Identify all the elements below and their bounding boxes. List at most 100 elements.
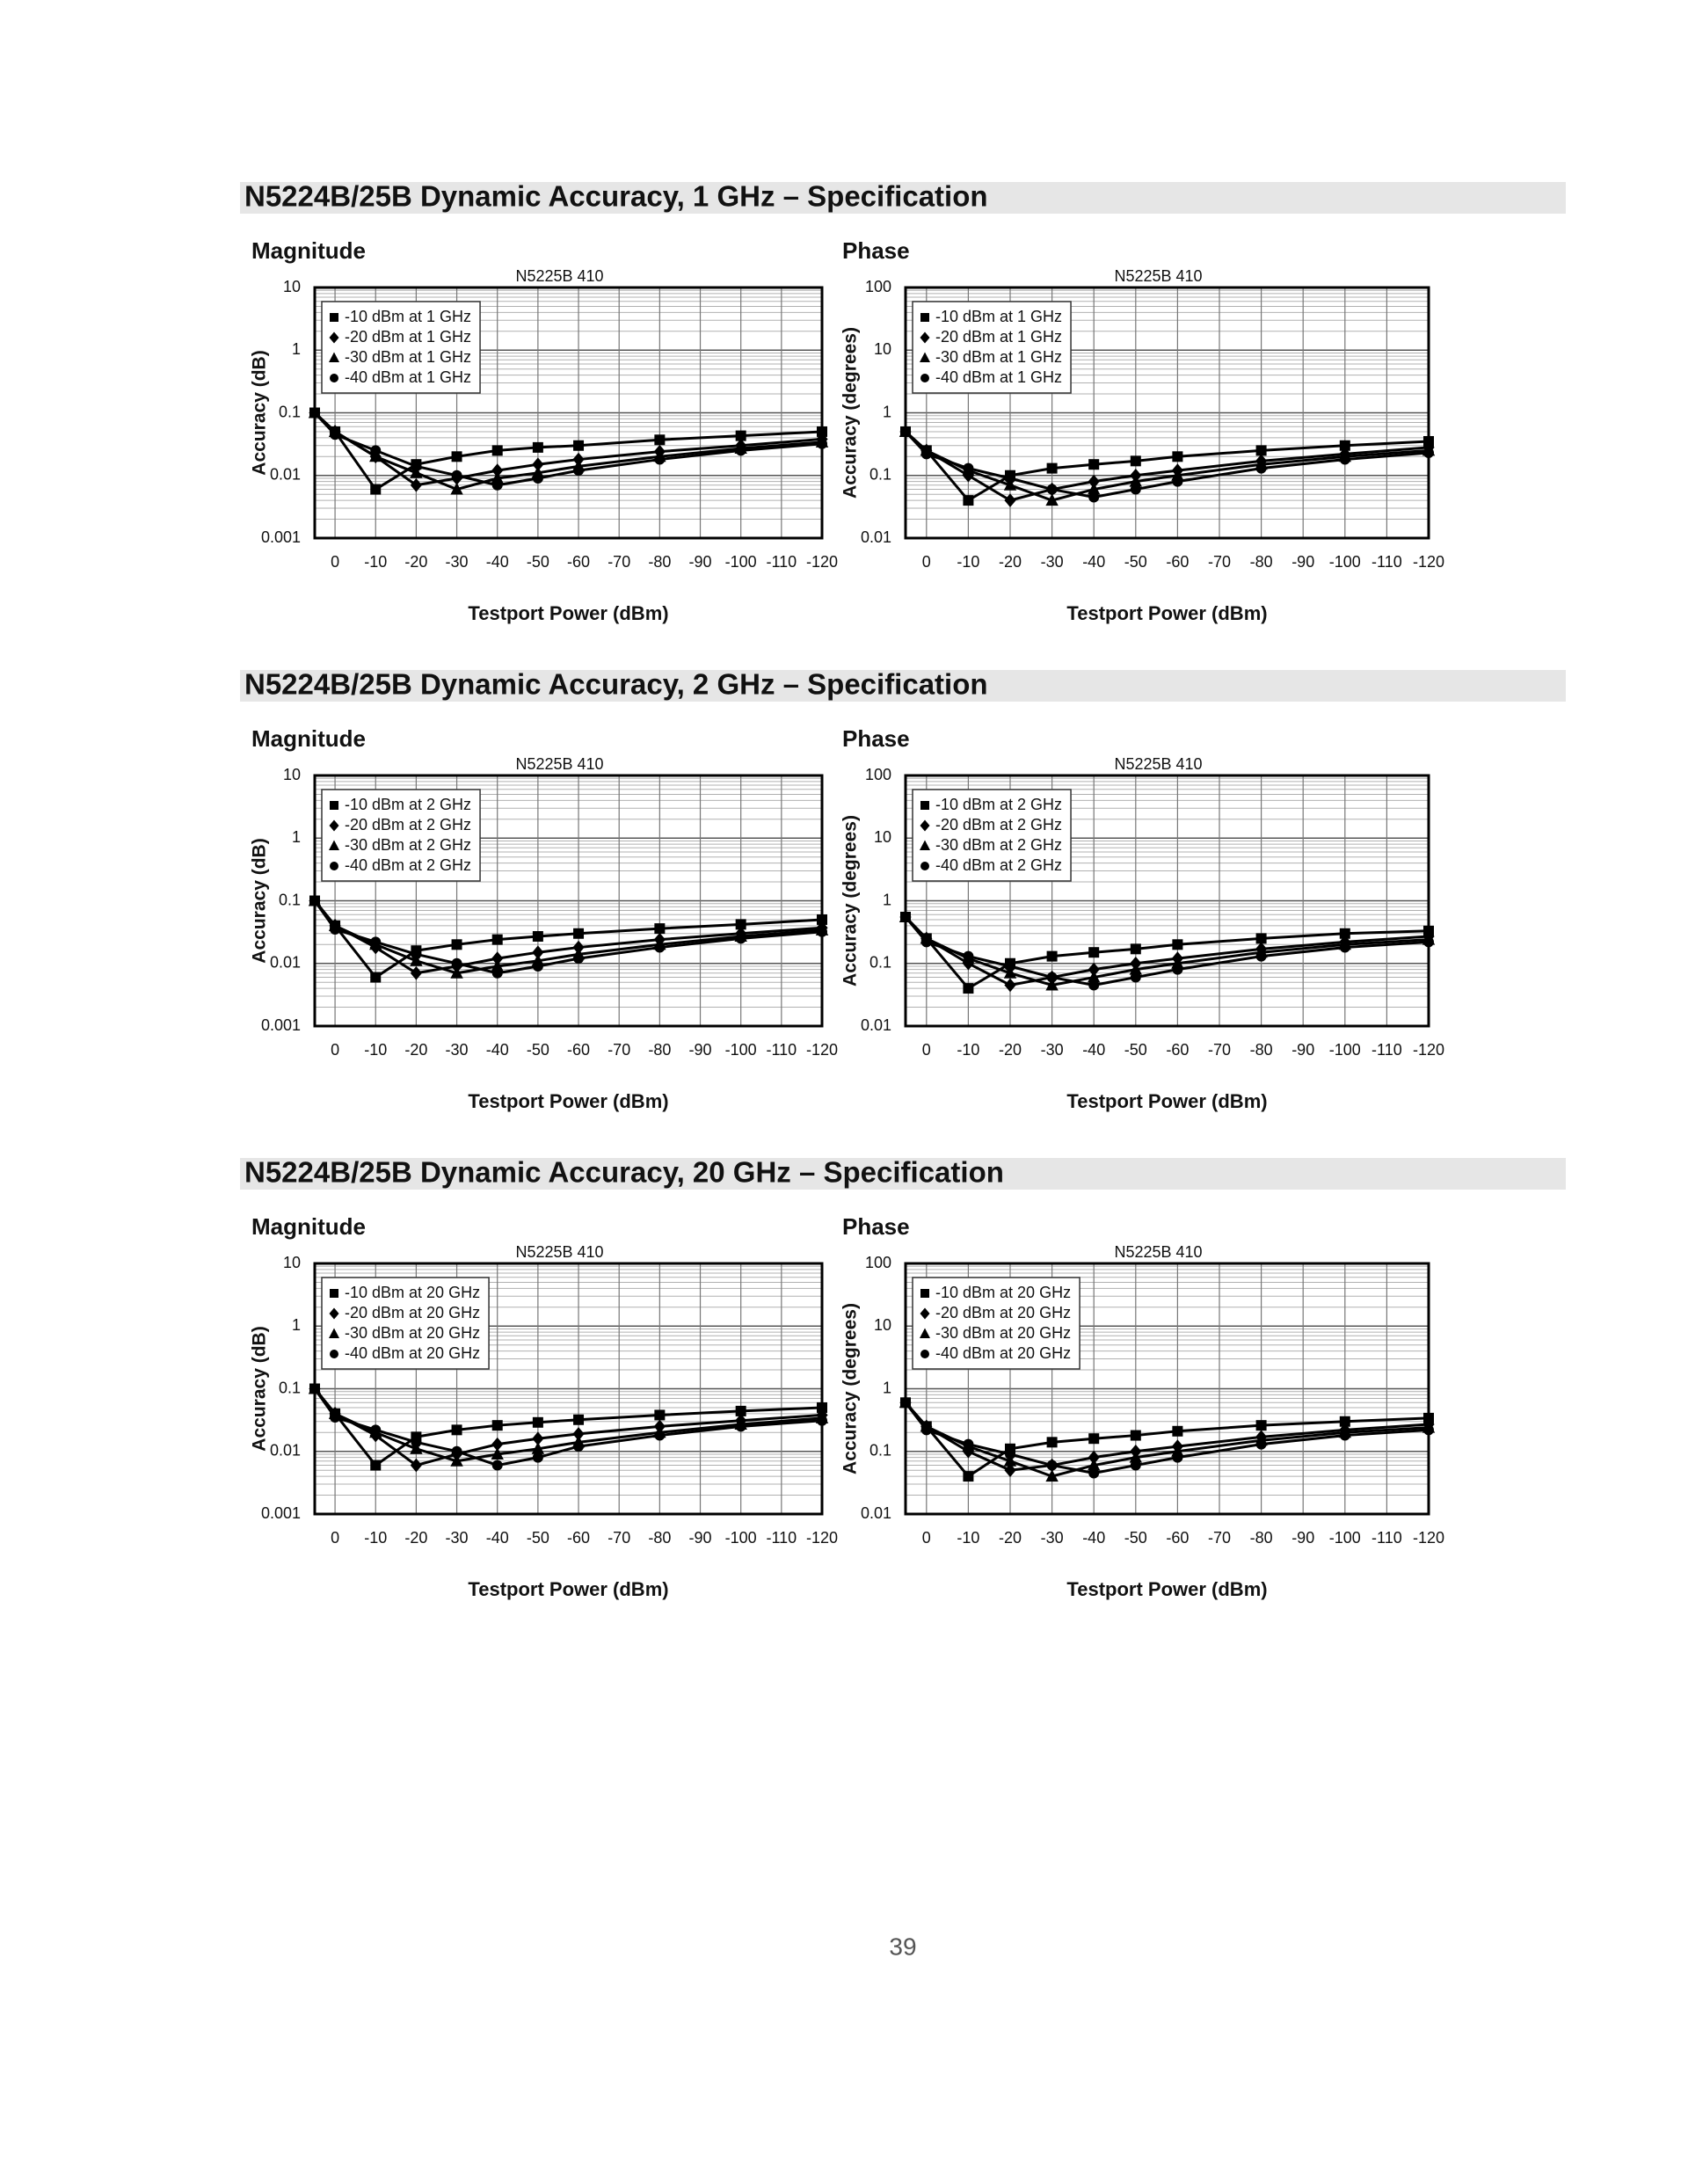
marker-square xyxy=(920,1289,929,1298)
marker-triangle xyxy=(920,352,930,362)
marker-square xyxy=(1088,947,1100,958)
plot-frame xyxy=(904,1262,1430,1516)
x-tick-label: -110 xyxy=(766,553,797,571)
marker-circle xyxy=(920,374,929,382)
y-tick-label: 10 xyxy=(874,340,891,358)
legend-label: -20 dBm at 2 GHz xyxy=(345,816,471,834)
y-tick-label: 10 xyxy=(874,1316,891,1334)
marker-triangle xyxy=(329,840,339,850)
marker-circle xyxy=(1088,979,1100,991)
x-tick-label: -60 xyxy=(567,1041,590,1059)
x-tick-label: -10 xyxy=(957,1529,979,1547)
marker-triangle xyxy=(920,1328,930,1338)
marker-square xyxy=(817,426,827,437)
y-tick-label: 1 xyxy=(292,1316,301,1334)
x-tick-label: -110 xyxy=(766,1041,797,1059)
marker-square xyxy=(1046,462,1058,474)
marker-circle xyxy=(1005,961,1015,972)
marker-square xyxy=(1255,445,1267,456)
marker-triangle xyxy=(369,449,382,462)
y-tick-label: 0.01 xyxy=(861,1016,891,1034)
heading-bar xyxy=(240,182,1566,214)
marker-circle xyxy=(1005,1449,1015,1460)
legend-label: -10 dBm at 20 GHz xyxy=(345,1284,480,1301)
marker-triangle xyxy=(1129,962,1142,975)
marker-circle xyxy=(1423,936,1434,948)
marker-circle xyxy=(920,936,932,948)
marker-square xyxy=(963,983,974,994)
marker-circle xyxy=(1130,1460,1141,1471)
legend-label: -20 dBm at 20 GHz xyxy=(935,1304,1071,1321)
legend-label: -30 dBm at 20 GHz xyxy=(935,1324,1071,1342)
x-tick-label: -40 xyxy=(1082,1041,1105,1059)
marker-circle xyxy=(1255,1438,1267,1450)
x-tick-label: -70 xyxy=(1208,1041,1231,1059)
marker-square xyxy=(654,1409,666,1421)
marker-square xyxy=(920,313,929,322)
marker-circle xyxy=(330,374,338,382)
marker-triangle xyxy=(1088,482,1101,495)
legend-label: -30 dBm at 1 GHz xyxy=(935,348,1062,366)
x-tick-label: -50 xyxy=(527,1041,549,1059)
marker-circle xyxy=(309,1383,320,1394)
x-tick-label: -100 xyxy=(725,553,757,571)
marker-circle xyxy=(1172,476,1183,487)
marker-circle xyxy=(654,942,666,953)
x-tick-label: -20 xyxy=(404,553,427,571)
chart-title: N5225B 410 xyxy=(1114,267,1202,285)
marker-circle xyxy=(451,470,462,481)
x-tick-label: -80 xyxy=(648,1529,671,1547)
marker-triangle xyxy=(1088,1458,1101,1471)
marker-circle xyxy=(963,1438,974,1450)
panel-label: Phase xyxy=(842,237,910,264)
x-tick-label: -110 xyxy=(766,1529,797,1547)
section-heading: N5224B/25B Dynamic Accuracy, 2 GHz – Spe… xyxy=(244,668,988,701)
x-tick-label: -20 xyxy=(999,1041,1022,1059)
x-tick-label: 0 xyxy=(331,1529,339,1547)
legend-label: -20 dBm at 2 GHz xyxy=(935,816,1062,834)
y-axis-label: Accuracy (degrees) xyxy=(840,327,861,499)
y-tick-label: 0.1 xyxy=(869,466,891,484)
legend-box xyxy=(321,301,481,394)
x-tick-label: -20 xyxy=(404,1041,427,1059)
x-axis-label: Testport Power (dBm) xyxy=(1066,1090,1267,1112)
marker-triangle xyxy=(531,1442,545,1454)
plot-frame xyxy=(904,774,1430,1028)
x-tick-label: -60 xyxy=(567,553,590,571)
y-tick-label: 0.1 xyxy=(869,1442,891,1460)
marker-square xyxy=(920,801,929,810)
x-tick-label: -80 xyxy=(648,1041,671,1059)
marker-diamond xyxy=(1088,474,1100,489)
y-tick-label: 100 xyxy=(865,278,891,295)
marker-circle xyxy=(451,1445,462,1457)
panel-label: Phase xyxy=(842,725,910,752)
marker-square xyxy=(573,928,585,939)
marker-circle xyxy=(1088,491,1100,503)
marker-circle xyxy=(573,465,585,477)
y-tick-label: 100 xyxy=(865,766,891,783)
marker-circle xyxy=(920,448,932,460)
x-tick-label: -10 xyxy=(957,1041,979,1059)
marker-triangle xyxy=(1088,970,1101,983)
marker-square xyxy=(1255,1420,1267,1431)
marker-circle xyxy=(573,953,585,965)
marker-circle xyxy=(1423,447,1434,458)
chart-title: N5225B 410 xyxy=(515,267,603,285)
x-tick-label: -30 xyxy=(446,1529,469,1547)
marker-diamond xyxy=(491,1437,504,1452)
legend-box xyxy=(321,789,481,882)
marker-triangle xyxy=(410,1442,423,1454)
x-tick-label: -110 xyxy=(1372,1529,1402,1547)
x-tick-label: -90 xyxy=(689,553,712,571)
marker-circle xyxy=(491,967,503,979)
marker-circle xyxy=(900,426,911,437)
x-axis-label: Testport Power (dBm) xyxy=(1066,1578,1267,1600)
x-tick-label: -40 xyxy=(486,553,509,571)
x-tick-label: -70 xyxy=(1208,553,1231,571)
marker-circle xyxy=(330,429,341,440)
marker-circle xyxy=(817,926,827,937)
x-tick-label: 0 xyxy=(922,1529,931,1547)
x-tick-label: -70 xyxy=(1208,1529,1231,1547)
marker-circle xyxy=(330,923,341,935)
legend-label: -30 dBm at 2 GHz xyxy=(345,836,471,854)
